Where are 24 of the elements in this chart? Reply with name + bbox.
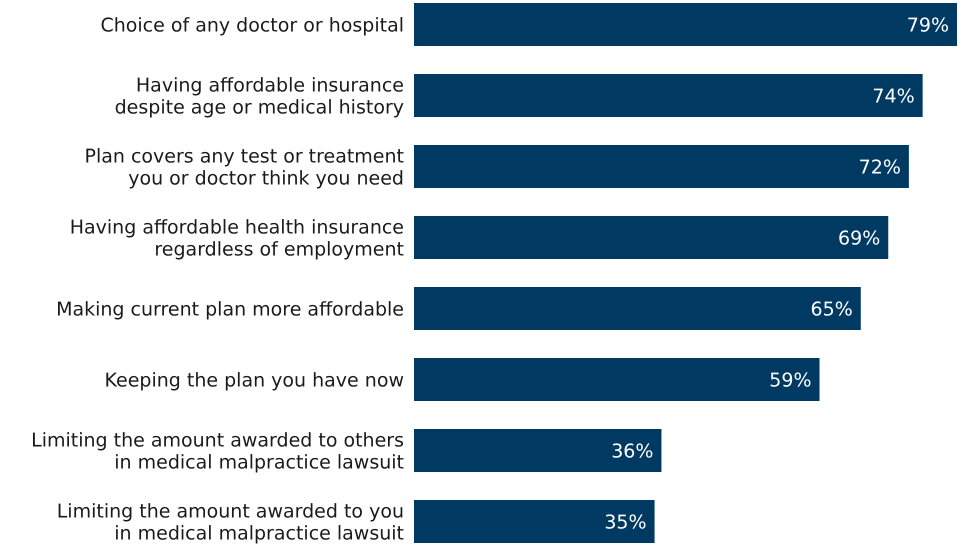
data-label: 74% bbox=[872, 86, 915, 108]
data-label: 72% bbox=[858, 156, 901, 178]
y-tick-label: Choice of any doctor or hospital bbox=[100, 14, 404, 36]
bar bbox=[414, 3, 957, 46]
data-label: 65% bbox=[810, 298, 853, 320]
bar bbox=[414, 216, 888, 259]
y-tick-label: Limiting the amount awarded to you in medical malpractice lawsuit bbox=[56, 500, 404, 544]
bar bbox=[414, 74, 923, 117]
y-tick-label: Having affordable insurance despite age or medical history bbox=[114, 74, 404, 118]
y-tick-label: Plan covers any test or treatment you or doctor think you need bbox=[84, 146, 404, 190]
bar bbox=[414, 429, 662, 472]
y-tick-label: Keeping the plan you have now bbox=[104, 370, 404, 392]
bar bbox=[414, 145, 909, 188]
y-tick-label: Having affordable health insurance regardless of employment bbox=[70, 216, 404, 260]
data-label: 79% bbox=[906, 14, 949, 36]
bar bbox=[414, 358, 820, 401]
data-label: 35% bbox=[604, 512, 647, 534]
data-label: 69% bbox=[838, 228, 880, 250]
data-label: 36% bbox=[611, 440, 654, 462]
data-label: 59% bbox=[769, 370, 812, 392]
bar bbox=[414, 500, 655, 543]
bar bbox=[414, 287, 861, 330]
y-tick-label: Making current plan more affordable bbox=[56, 298, 404, 320]
y-tick-label: Limiting the amount awarded to others in medical malpractice lawsuit bbox=[31, 430, 404, 474]
